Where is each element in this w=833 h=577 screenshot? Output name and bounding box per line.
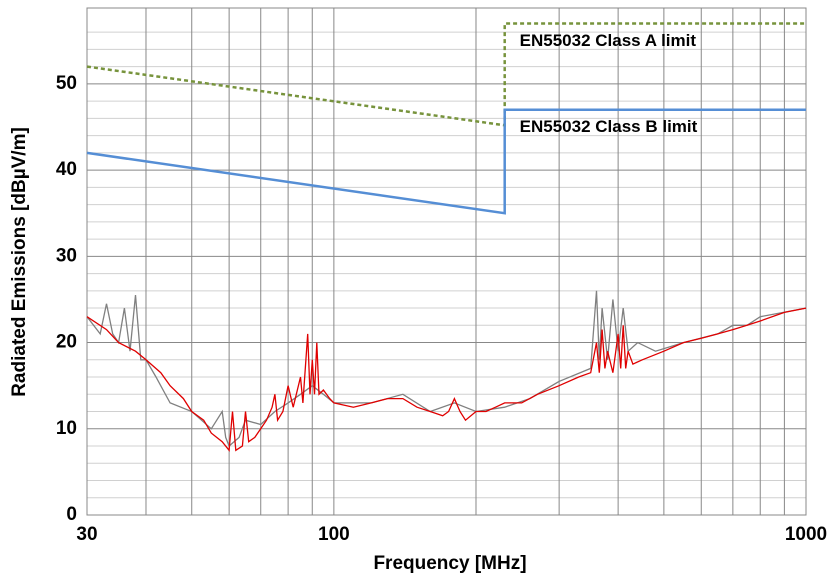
y-tick-label: 20 [56, 332, 77, 353]
limit-line [86, 108, 806, 215]
x-tick-label: 100 [318, 524, 350, 545]
limit-label: EN55032 Class B limit [520, 117, 698, 136]
limit-label: EN55032 Class A limit [520, 31, 697, 50]
x-tick-label: 30 [76, 524, 97, 545]
emission-trace [86, 290, 807, 448]
y-tick-label: 50 [56, 73, 77, 94]
y-tick-label: 30 [56, 245, 77, 266]
y-axis-title: Radiated Emissions [dBµV/m] [9, 127, 30, 397]
x-axis-title: Frequency [MHz] [373, 553, 526, 574]
y-tick-label: 0 [66, 504, 77, 525]
x-tick-label: 1000 [785, 524, 827, 545]
y-tick-label: 10 [56, 418, 77, 439]
y-tick-label: 40 [56, 159, 77, 180]
emission-trace [86, 307, 807, 452]
limit-line [86, 22, 806, 127]
plot-border [86, 7, 807, 516]
